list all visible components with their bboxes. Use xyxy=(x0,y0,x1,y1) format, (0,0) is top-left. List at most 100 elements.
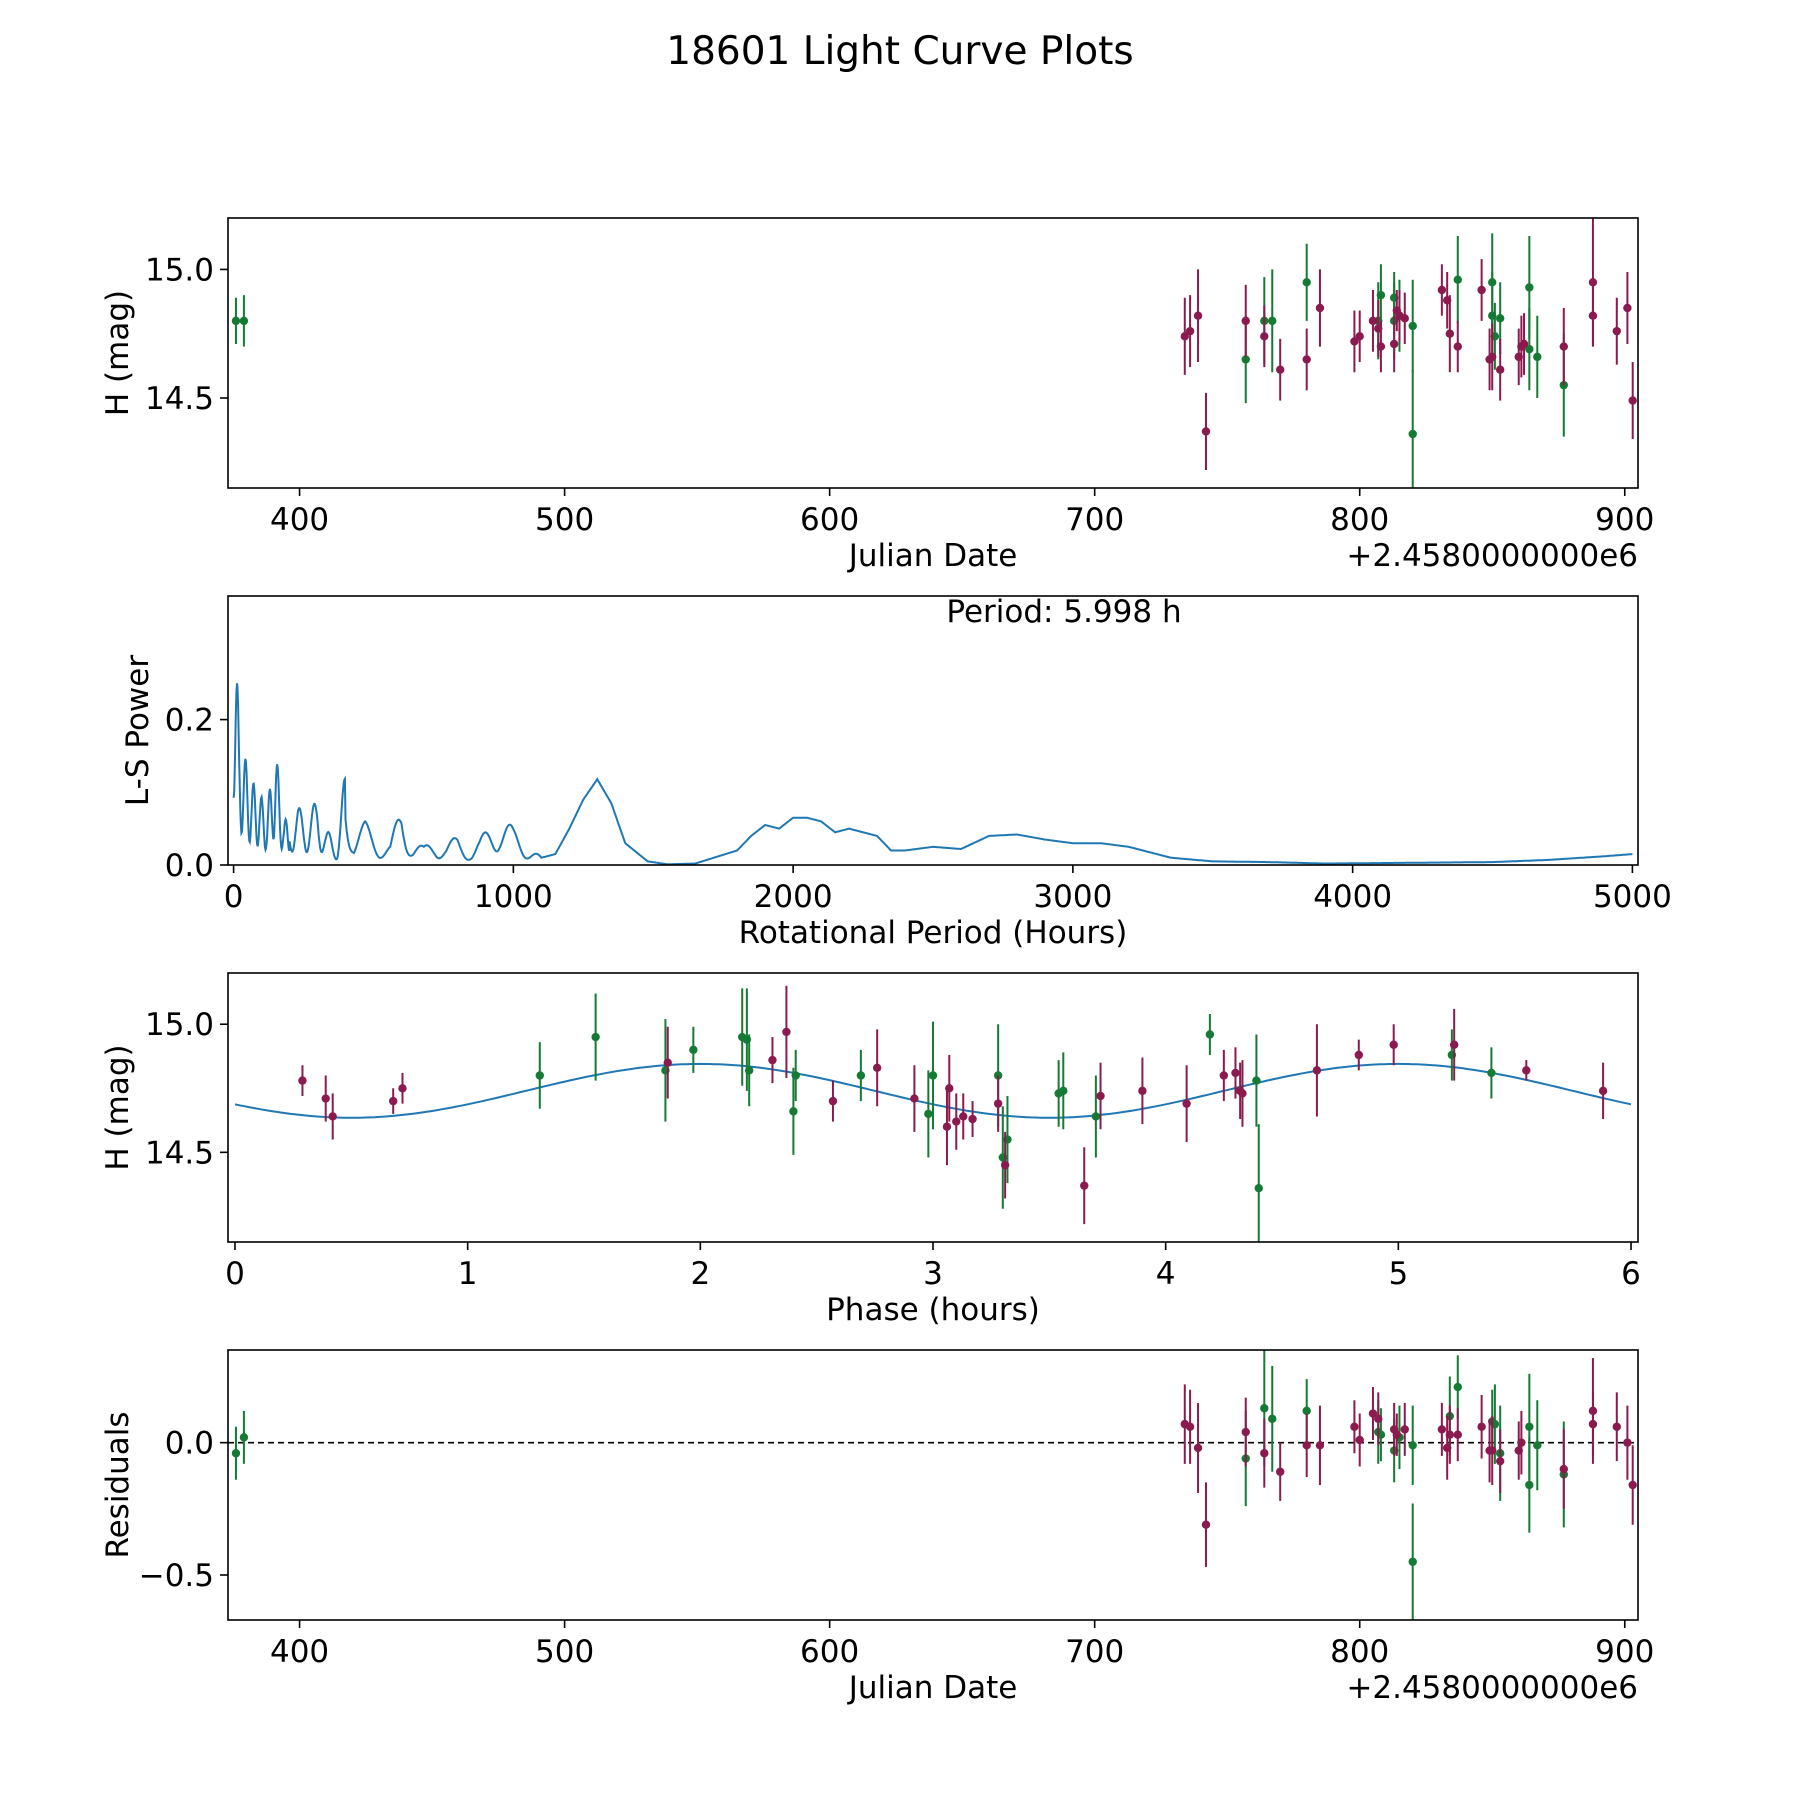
data-point xyxy=(1588,1419,1598,1429)
y-tick-label: 15.0 xyxy=(145,252,214,288)
data-point xyxy=(1368,1409,1378,1418)
data-point xyxy=(328,1112,337,1121)
x-tick-label: 5 xyxy=(1388,1256,1408,1292)
data-point xyxy=(1180,332,1189,341)
data-point xyxy=(1252,1076,1261,1085)
x-offset-label: +2.4580000000e6 xyxy=(1346,538,1638,574)
data-point xyxy=(791,1071,800,1080)
data-point xyxy=(1182,1099,1191,1108)
x-tick-label: 2 xyxy=(690,1256,710,1292)
data-point xyxy=(1302,1441,1311,1450)
data-point xyxy=(1495,314,1505,323)
data-point xyxy=(239,1433,249,1442)
x-tick-label: 900 xyxy=(1595,502,1654,538)
data-point xyxy=(1315,1441,1325,1450)
data-point xyxy=(768,1055,777,1065)
x-tick-label: 1000 xyxy=(474,879,553,915)
data-point xyxy=(1623,1438,1632,1447)
y-tick-label: 14.5 xyxy=(145,1135,214,1171)
x-tick-label: 700 xyxy=(1065,502,1124,538)
data-point xyxy=(1517,1438,1526,1447)
data-point xyxy=(1268,1414,1277,1424)
data-point xyxy=(1559,342,1568,351)
x-offset-label: +2.4580000000e6 xyxy=(1346,1670,1638,1706)
data-point xyxy=(924,1109,933,1119)
data-point xyxy=(1525,283,1534,292)
data-point xyxy=(1559,1464,1568,1474)
data-point xyxy=(1354,1050,1363,1060)
x-axis-label: Phase (hours) xyxy=(826,1292,1040,1328)
data-point xyxy=(1533,1441,1542,1450)
x-tick-label: 2000 xyxy=(754,879,833,915)
x-axis-label: Rotational Period (Hours) xyxy=(739,915,1128,951)
x-tick-label: 0 xyxy=(224,879,244,915)
data-point xyxy=(968,1114,977,1124)
data-point xyxy=(1477,1422,1486,1431)
data-point xyxy=(1231,1068,1240,1078)
data-point xyxy=(321,1094,330,1103)
x-tick-label: 800 xyxy=(1330,502,1389,538)
data-point xyxy=(231,1449,241,1458)
data-point xyxy=(942,1122,952,1131)
panel-phase: 0 1 2 3 4 5 6 15.0 14.5 Phase (hours) H (mag) xyxy=(100,972,1641,1328)
data-point xyxy=(1392,1430,1402,1439)
data-point xyxy=(591,1032,600,1042)
x-tick-label: 900 xyxy=(1595,1634,1654,1670)
data-point xyxy=(1080,1181,1089,1190)
data-point xyxy=(1355,332,1364,341)
x-axis-label: Julian Date xyxy=(847,538,1018,574)
data-point xyxy=(1519,339,1529,349)
data-point xyxy=(1312,1066,1322,1075)
data-point xyxy=(782,1027,791,1037)
data-point xyxy=(910,1094,919,1103)
data-point xyxy=(1238,1089,1247,1098)
data-point xyxy=(1350,337,1359,346)
data-point xyxy=(1495,1456,1505,1466)
x-tick-label: 4000 xyxy=(1313,879,1392,915)
data-point xyxy=(239,316,249,326)
data-point xyxy=(1453,342,1462,351)
data-point xyxy=(1201,427,1211,436)
data-point xyxy=(1408,321,1417,331)
data-point xyxy=(1302,355,1311,364)
data-point xyxy=(1205,1030,1215,1039)
y-axis-label: H (mag) xyxy=(100,1044,136,1170)
y-tick-label: 15.0 xyxy=(145,1007,214,1043)
data-point xyxy=(1241,355,1250,364)
x-tick-label: 600 xyxy=(800,1634,859,1670)
data-point xyxy=(872,1063,882,1072)
data-point xyxy=(1623,303,1632,313)
data-point xyxy=(1275,1467,1285,1476)
data-point xyxy=(1350,1422,1359,1431)
data-point xyxy=(1522,1066,1531,1075)
period-annotation: Period: 5.998 h xyxy=(946,594,1181,630)
data-point xyxy=(1408,429,1417,439)
data-point xyxy=(1588,311,1598,320)
data-point xyxy=(1302,1406,1311,1416)
data-point xyxy=(1612,1422,1621,1431)
y-tick-label: −0.5 xyxy=(139,1558,214,1594)
data-point xyxy=(1260,1449,1269,1458)
data-point xyxy=(1488,1446,1497,1455)
data-point xyxy=(1389,339,1399,349)
data-point xyxy=(744,1066,754,1075)
x-tick-label: 400 xyxy=(270,1634,329,1670)
data-point xyxy=(1389,1040,1398,1049)
periodogram-line xyxy=(232,683,1633,866)
x-tick-label: 3 xyxy=(923,1256,943,1292)
x-tick-label: 500 xyxy=(535,502,594,538)
data-point xyxy=(1138,1086,1147,1096)
data-point xyxy=(1260,332,1269,341)
data-point xyxy=(1219,1071,1229,1080)
data-point xyxy=(663,1058,672,1067)
figure-title: 18601 Light Curve Plots xyxy=(666,29,1133,74)
data-point xyxy=(1091,1112,1101,1121)
data-point xyxy=(1315,303,1325,313)
data-point xyxy=(1495,365,1505,374)
data-point xyxy=(1241,1427,1250,1437)
data-point xyxy=(398,1084,407,1093)
data-point xyxy=(952,1117,961,1126)
data-point xyxy=(388,1096,398,1106)
panel-resid: 400 500 600 700 800 900 0.0 −0.5 Julian Date Resi… xyxy=(100,1349,1654,1706)
